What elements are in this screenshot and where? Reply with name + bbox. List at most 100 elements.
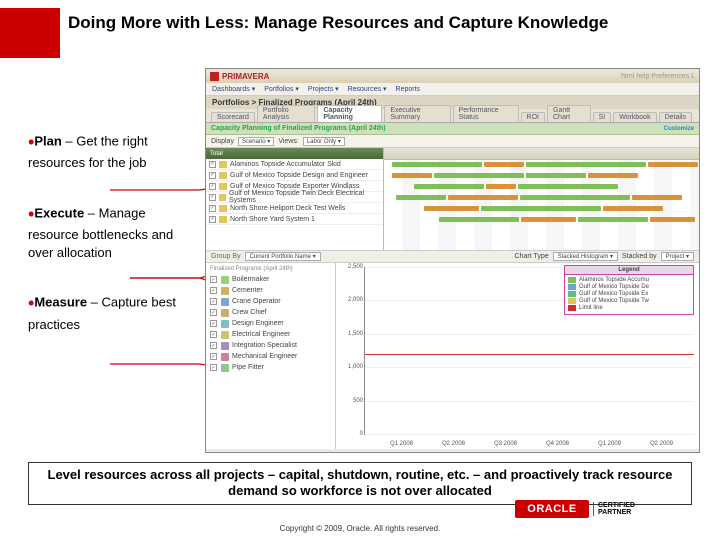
- x-tick: Q2 2008: [442, 441, 465, 447]
- legend-row: Gulf of Mexico Topside De: [568, 284, 690, 290]
- slide-corner-block: [0, 8, 60, 58]
- limit-line: [365, 354, 694, 355]
- slide-title: Doing More with Less: Manage Resources a…: [68, 12, 608, 33]
- tab[interactable]: Capacity Planning: [317, 105, 382, 122]
- menu-item[interactable]: Projects ▾: [308, 85, 339, 93]
- gantt-bar[interactable]: [424, 206, 479, 211]
- gantt-bar[interactable]: [650, 217, 695, 222]
- legend-row: Limit line: [568, 305, 690, 311]
- oracle-chip: ORACLE: [515, 500, 589, 518]
- menu-item[interactable]: Reports: [396, 86, 421, 93]
- gantt-bar[interactable]: [392, 173, 432, 178]
- charttype-select[interactable]: Stacked Histogram ▾: [553, 252, 618, 261]
- bullet-plan: •Plan – Get the right resources for the …: [28, 130, 188, 172]
- gantt-hdr: Total: [206, 148, 383, 159]
- oracle-partner-logo: ORACLE CERTIFIEDPARTNER: [515, 498, 650, 520]
- stackedby-select[interactable]: Project ▾: [661, 252, 694, 261]
- app-menubar: Dashboards ▾ Portfolios ▾ Projects ▾ Resour…: [206, 83, 699, 96]
- gantt-row[interactable]: ✓North Shore Heliport Deck Test Wells: [206, 203, 383, 214]
- chart-panel: 05001,0001,5002,0002,500 Q1 2008Q2 2008Q…: [336, 263, 699, 449]
- display-select[interactable]: Scenario ▾: [238, 137, 274, 146]
- resource-row[interactable]: ✓Crew Chief: [210, 307, 331, 318]
- gantt-bar[interactable]: [521, 217, 576, 222]
- customize-link[interactable]: Customize: [664, 126, 694, 132]
- bullet-execute: •Execute – Manage resource bottlenecks a…: [28, 202, 188, 261]
- tab[interactable]: SI: [593, 112, 612, 122]
- tab[interactable]: Workbook: [613, 112, 656, 122]
- stackedby-label: Stacked by: [622, 253, 657, 260]
- section-title: Capacity Planning of Finalized Programs …: [211, 125, 386, 132]
- y-tick: 0: [341, 431, 363, 437]
- gantt-row[interactable]: ✓Gulf of Mexico Topside Design and Engin…: [206, 170, 383, 181]
- legend: Legend Alaminos Topside AccumuGulf of Me…: [564, 265, 694, 315]
- gantt-bar[interactable]: [439, 217, 519, 222]
- gantt-left: Total ✓Alaminos Topside Accumulator Skid…: [206, 148, 384, 250]
- gantt-bar[interactable]: [392, 162, 482, 167]
- y-tick: 1,000: [341, 364, 363, 370]
- resource-row[interactable]: ✓Boilermaker: [210, 274, 331, 285]
- y-tick: 2,500: [341, 264, 363, 270]
- tabs: ScorecardPortfolio AnalysisCapacity Plan…: [206, 109, 699, 123]
- y-tick: 1,500: [341, 331, 363, 337]
- tab[interactable]: Details: [659, 112, 692, 122]
- x-tick: Q4 2008: [546, 441, 569, 447]
- brand-name: PRIMAVERA: [222, 72, 269, 81]
- y-tick: 2,000: [341, 297, 363, 303]
- gantt-row[interactable]: ✓North Shore Yard System 1: [206, 214, 383, 225]
- x-tick: Q3 2008: [494, 441, 517, 447]
- charttype-label: Chart Type: [515, 253, 549, 260]
- views-select[interactable]: Labor Only ▾: [303, 137, 345, 146]
- gantt-area: Total ✓Alaminos Topside Accumulator Skid…: [206, 148, 699, 250]
- copyright: Copyright © 2009, Oracle. All rights res…: [0, 524, 720, 533]
- gantt-bar[interactable]: [603, 206, 663, 211]
- gantt-bar[interactable]: [396, 195, 446, 200]
- x-tick: Q2 2009: [650, 441, 673, 447]
- resource-row[interactable]: ✓Integration Specialist: [210, 340, 331, 351]
- groupby-label: Group By: [211, 253, 241, 260]
- gantt-bar[interactable]: [526, 173, 586, 178]
- gantt-bar[interactable]: [648, 162, 698, 167]
- gantt-bar[interactable]: [486, 184, 516, 189]
- tab[interactable]: Executive Summary: [384, 105, 450, 122]
- resource-row[interactable]: ✓Pipe Fitter: [210, 362, 331, 373]
- gantt-bar[interactable]: [632, 195, 682, 200]
- tab[interactable]: Portfolio Analysis: [257, 105, 315, 122]
- partner-text: CERTIFIEDPARTNER: [593, 502, 635, 516]
- gantt-bar[interactable]: [434, 173, 524, 178]
- resource-row[interactable]: ✓Design Engineer: [210, 318, 331, 329]
- gantt-bar[interactable]: [481, 206, 601, 211]
- groupby-select[interactable]: Current Portfolio Name ▾: [245, 252, 321, 261]
- gantt-bar[interactable]: [520, 195, 630, 200]
- gantt-bar[interactable]: [484, 162, 524, 167]
- gantt-bar[interactable]: [588, 173, 638, 178]
- menu-item[interactable]: Portfolios ▾: [264, 85, 299, 93]
- gantt-row[interactable]: ✓Gulf of Mexico Topside Twin Deck Electr…: [206, 192, 383, 203]
- resource-row[interactable]: ✓Mechanical Engineer: [210, 351, 331, 362]
- brand-icon: [210, 72, 219, 81]
- legend-title: Legend: [565, 266, 693, 275]
- resource-row[interactable]: ✓Electrical Engineer: [210, 329, 331, 340]
- gantt-bar[interactable]: [578, 217, 648, 222]
- gantt-bar[interactable]: [526, 162, 646, 167]
- gantt-bar[interactable]: [448, 195, 518, 200]
- y-tick: 500: [341, 398, 363, 404]
- gantt-bar[interactable]: [518, 184, 618, 189]
- gantt-bar[interactable]: [414, 184, 484, 189]
- tab[interactable]: Performance Status: [453, 105, 519, 122]
- views-label: Views:: [278, 138, 299, 145]
- tab[interactable]: Gantt Chart: [547, 105, 591, 122]
- menu-item[interactable]: Resources ▾: [348, 85, 387, 93]
- x-tick: Q1 2009: [598, 441, 621, 447]
- tab[interactable]: Scorecard: [211, 112, 255, 122]
- legend-row: Alaminos Topside Accumu: [568, 277, 690, 283]
- lower-area: Finalized Programs (April 24th) ✓Boilerm…: [206, 263, 699, 449]
- legend-row: Gulf of Mexico Topside Ex: [568, 291, 690, 297]
- titlebar-links[interactable]: html help Preferences L: [621, 73, 695, 80]
- resource-row[interactable]: ✓Crane Operator: [210, 296, 331, 307]
- gantt-row[interactable]: ✓Alaminos Topside Accumulator Skid: [206, 159, 383, 170]
- menu-item[interactable]: Dashboards ▾: [212, 85, 255, 93]
- tab[interactable]: ROI: [521, 112, 545, 122]
- gantt-right[interactable]: [384, 148, 699, 250]
- resources-panel: Finalized Programs (April 24th) ✓Boilerm…: [206, 263, 336, 449]
- resource-row[interactable]: ✓Cementer: [210, 285, 331, 296]
